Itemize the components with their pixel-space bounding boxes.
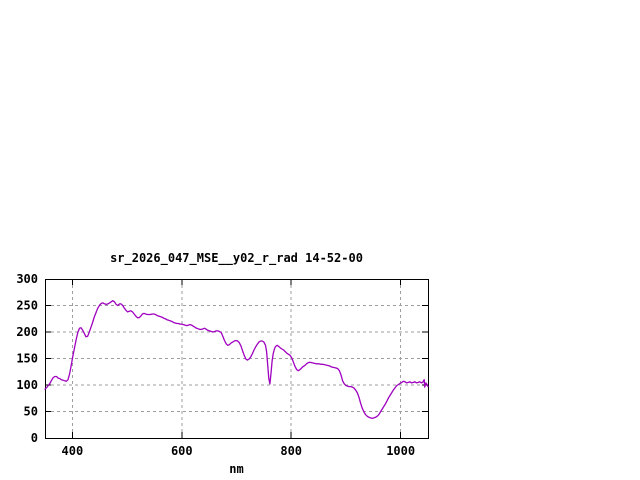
x-tick-label: 400	[62, 444, 84, 458]
chart-title: sr_2026_047_MSE__y02_r_rad 14-52-00	[110, 251, 363, 266]
y-tick-label: 50	[24, 405, 38, 419]
x-tick-label: 800	[280, 444, 302, 458]
y-tick-label: 250	[16, 299, 38, 313]
spectrum-line	[44, 300, 429, 420]
x-tick-label: 600	[171, 444, 193, 458]
y-tick-label: 200	[16, 325, 38, 339]
y-tick-label: 100	[16, 378, 38, 392]
axis-tick-labels: 400 600 800 1000 0 50 100 150 200 250 300	[16, 272, 415, 458]
plot-border	[45, 279, 429, 439]
x-tick-label: 1000	[386, 444, 415, 458]
y-tick-label: 0	[31, 431, 38, 445]
y-tick-label: 150	[16, 352, 38, 366]
x-axis-label: nm	[229, 462, 243, 476]
y-tick-label: 300	[16, 272, 38, 286]
